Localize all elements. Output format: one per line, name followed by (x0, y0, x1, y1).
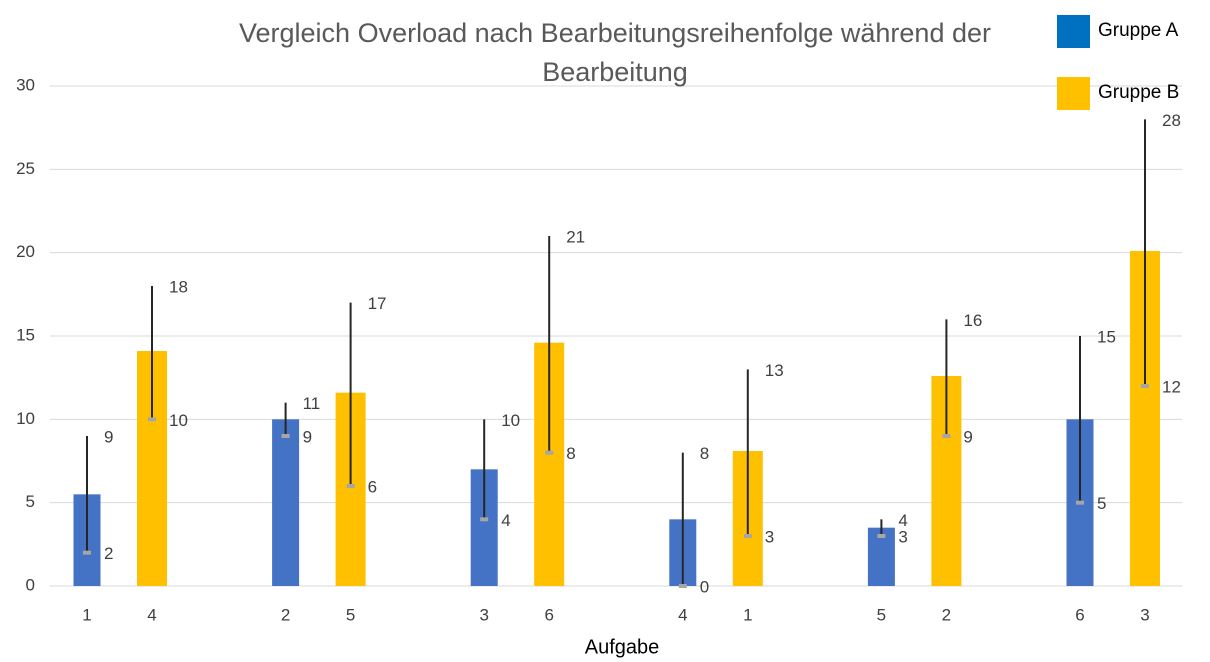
max-label: 18 (169, 277, 188, 296)
min-marker (148, 417, 156, 422)
min-label: 0 (700, 577, 709, 596)
y-tick-label: 15 (16, 325, 35, 344)
x-tick-label: 6 (544, 605, 553, 624)
max-label: 15 (1097, 327, 1116, 346)
min-label: 8 (566, 444, 575, 463)
y-tick-label: 30 (16, 75, 35, 94)
min-marker (281, 434, 290, 438)
chart-title: Vergleich Overload nach Bearbeitungsreih… (239, 18, 991, 87)
x-tick-label: 4 (678, 605, 687, 624)
x-tick-label: 2 (942, 605, 951, 624)
min-marker (678, 584, 687, 588)
min-label: 3 (898, 527, 907, 546)
legend-swatch (1057, 15, 1090, 48)
min-marker (83, 550, 91, 555)
min-label: 3 (765, 527, 774, 546)
y-tick-label: 20 (16, 242, 35, 261)
min-label: 9 (303, 427, 312, 446)
min-marker (346, 484, 355, 488)
x-tick-label: 5 (346, 605, 355, 624)
min-label: 5 (1097, 494, 1106, 513)
min-marker (480, 517, 489, 522)
min-label: 10 (169, 411, 188, 430)
min-label: 6 (368, 477, 377, 496)
min-marker (942, 434, 951, 438)
max-label: 17 (368, 294, 387, 313)
max-label: 9 (104, 427, 113, 446)
max-label: 13 (765, 361, 784, 380)
max-label: 28 (1162, 111, 1181, 130)
min-marker (545, 450, 554, 455)
min-label: 12 (1162, 377, 1181, 396)
legend-swatch (1057, 77, 1090, 110)
min-marker (743, 534, 752, 538)
y-tick-label: 5 (26, 492, 35, 511)
x-tick-label: 1 (743, 605, 752, 624)
x-tick-label: 3 (1140, 605, 1149, 624)
x-tick-label: 3 (479, 605, 488, 624)
min-label: 4 (501, 511, 510, 530)
min-marker (877, 534, 886, 538)
x-axis-label: Aufgabe (585, 636, 660, 658)
y-tick-label: 25 (16, 159, 35, 178)
min-marker (1141, 384, 1149, 388)
x-tick-label: 5 (877, 605, 886, 624)
x-tick-label: 1 (82, 605, 91, 624)
max-label: 8 (700, 444, 709, 463)
y-tick-label: 0 (26, 575, 35, 594)
legend-label: Gruppe B (1098, 82, 1179, 103)
y-tick-label: 10 (16, 409, 35, 428)
max-label: 4 (898, 511, 907, 530)
max-label: 16 (963, 311, 982, 330)
max-label: 10 (501, 411, 520, 430)
min-label: 2 (104, 544, 113, 563)
bar (272, 419, 300, 586)
min-marker (1076, 500, 1084, 505)
max-label: 11 (303, 394, 321, 413)
x-tick-label: 2 (281, 605, 290, 624)
x-tick-label: 6 (1075, 605, 1084, 624)
x-tick-label: 4 (147, 605, 156, 624)
max-label: 21 (566, 227, 585, 246)
legend-label: Gruppe A (1098, 20, 1179, 41)
min-label: 9 (963, 427, 972, 446)
